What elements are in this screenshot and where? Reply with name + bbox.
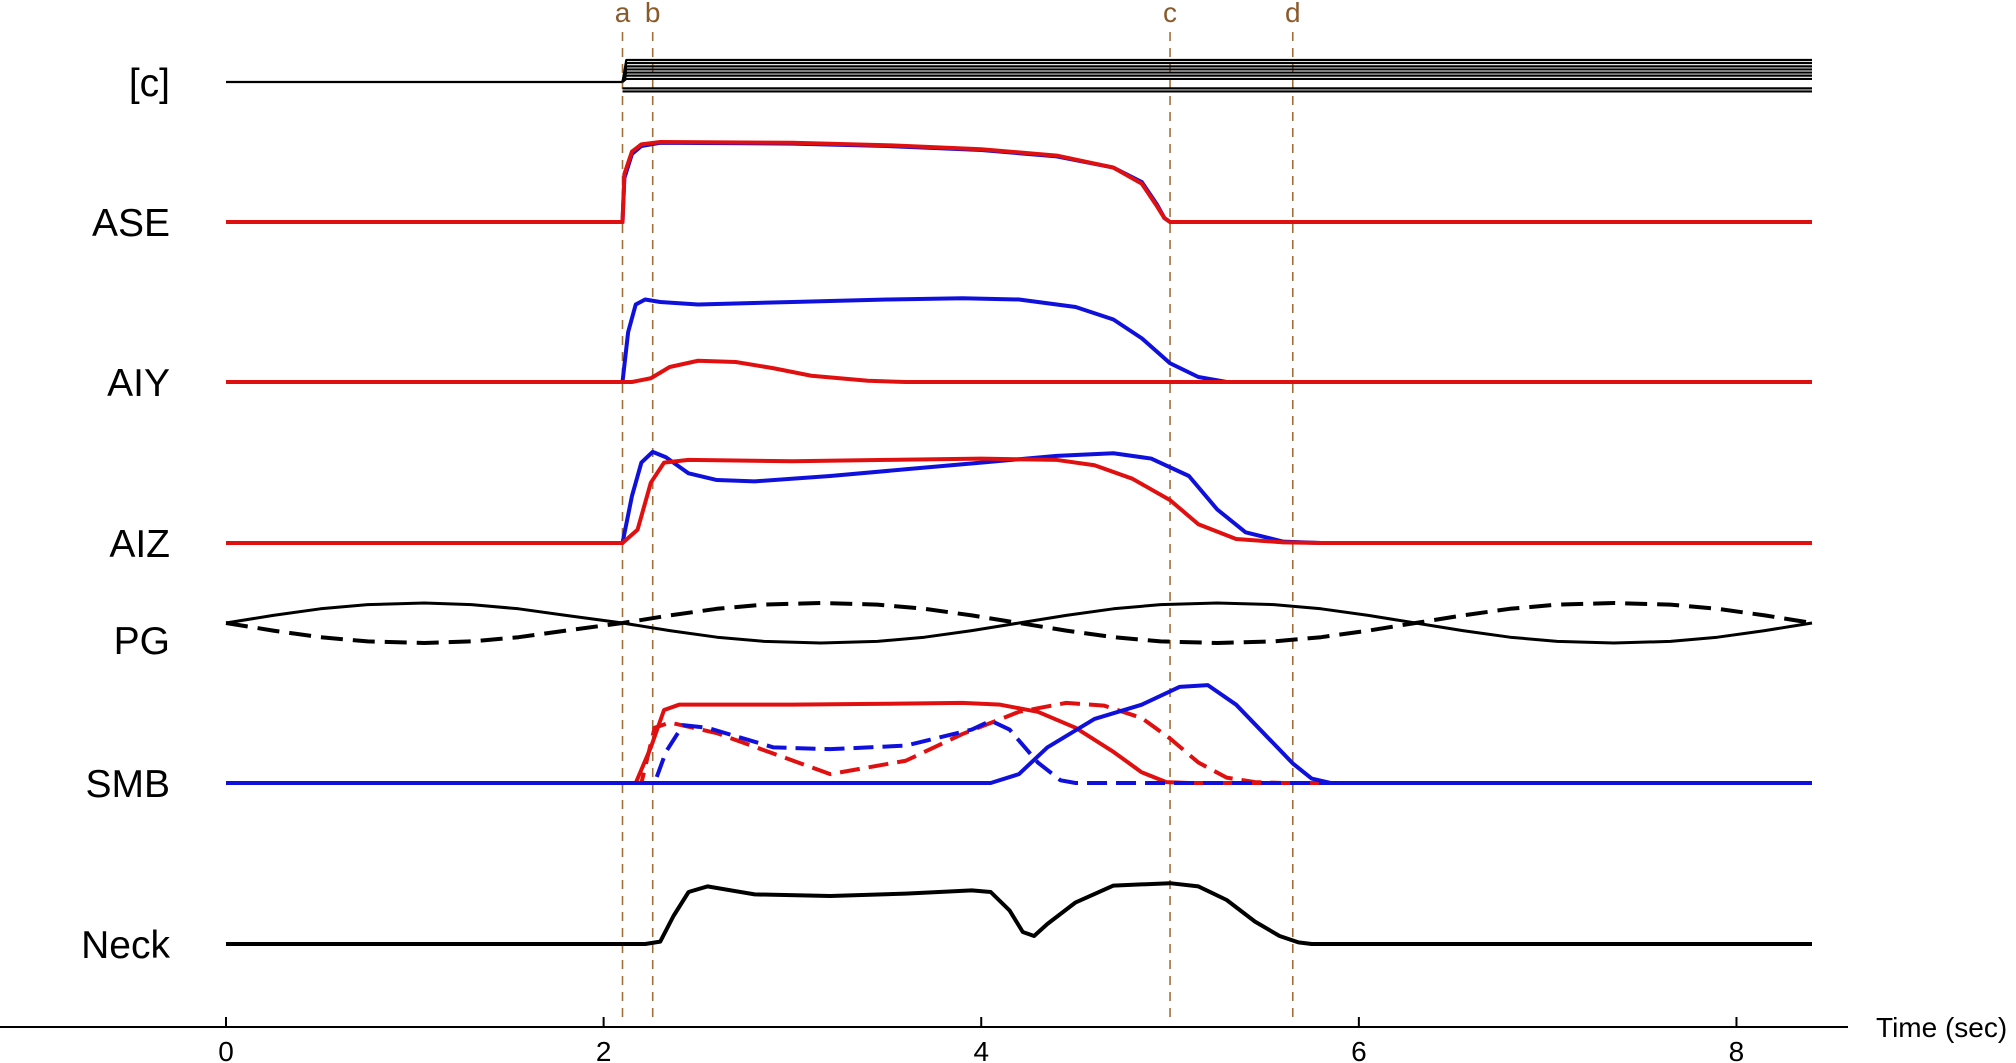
event-label-a: a	[615, 0, 631, 28]
row-label-neck: Neck	[81, 924, 170, 967]
row-label-aiy: AIY	[107, 362, 170, 405]
row-label-smb: SMB	[85, 763, 170, 806]
row-label-pg: PG	[114, 620, 170, 663]
trace-smb-blue-solid	[226, 683, 1812, 785]
trace-pg-solid	[225, 601, 1813, 645]
x-tick-label-0: 0	[218, 1036, 234, 1063]
x-tick-label-8: 8	[1729, 1036, 1745, 1063]
trace-c-stepped-5	[621, 71, 1812, 83]
trace-lines	[225, 58, 1813, 946]
x-tick-label-2: 2	[596, 1036, 612, 1063]
row-label-ase: ASE	[92, 202, 170, 245]
row-label-c: [c]	[129, 62, 170, 105]
time-axis: Time (sec) 0 2 4 6 8	[0, 1012, 2007, 1063]
x-tick-label-4: 4	[973, 1036, 989, 1063]
trace-aiz-red	[226, 456, 1812, 545]
trace-ase-red	[226, 140, 1812, 224]
trace-ase-blue	[226, 140, 1812, 224]
trace-labels: [c] ASE AIY AIZ PG SMB Neck	[81, 62, 170, 967]
event-label-b: b	[645, 0, 661, 28]
trace-neck	[226, 881, 1812, 946]
event-label-c: c	[1163, 0, 1177, 28]
trace-smb-blue-dashed	[226, 718, 1812, 785]
trace-aiy-red	[226, 358, 1812, 384]
trace-c-stepped-7	[621, 77, 1812, 83]
x-axis-title: Time (sec)	[1876, 1012, 2007, 1043]
event-label-d: d	[1285, 0, 1301, 28]
trace-smb-red-dashed	[226, 700, 1812, 785]
row-label-aiz: AIZ	[109, 523, 170, 566]
x-tick-label-6: 6	[1351, 1036, 1367, 1063]
trace-aiz-blue	[226, 449, 1812, 545]
trace-pg-dashed	[225, 601, 1813, 645]
trace-aiy-blue	[226, 296, 1812, 384]
